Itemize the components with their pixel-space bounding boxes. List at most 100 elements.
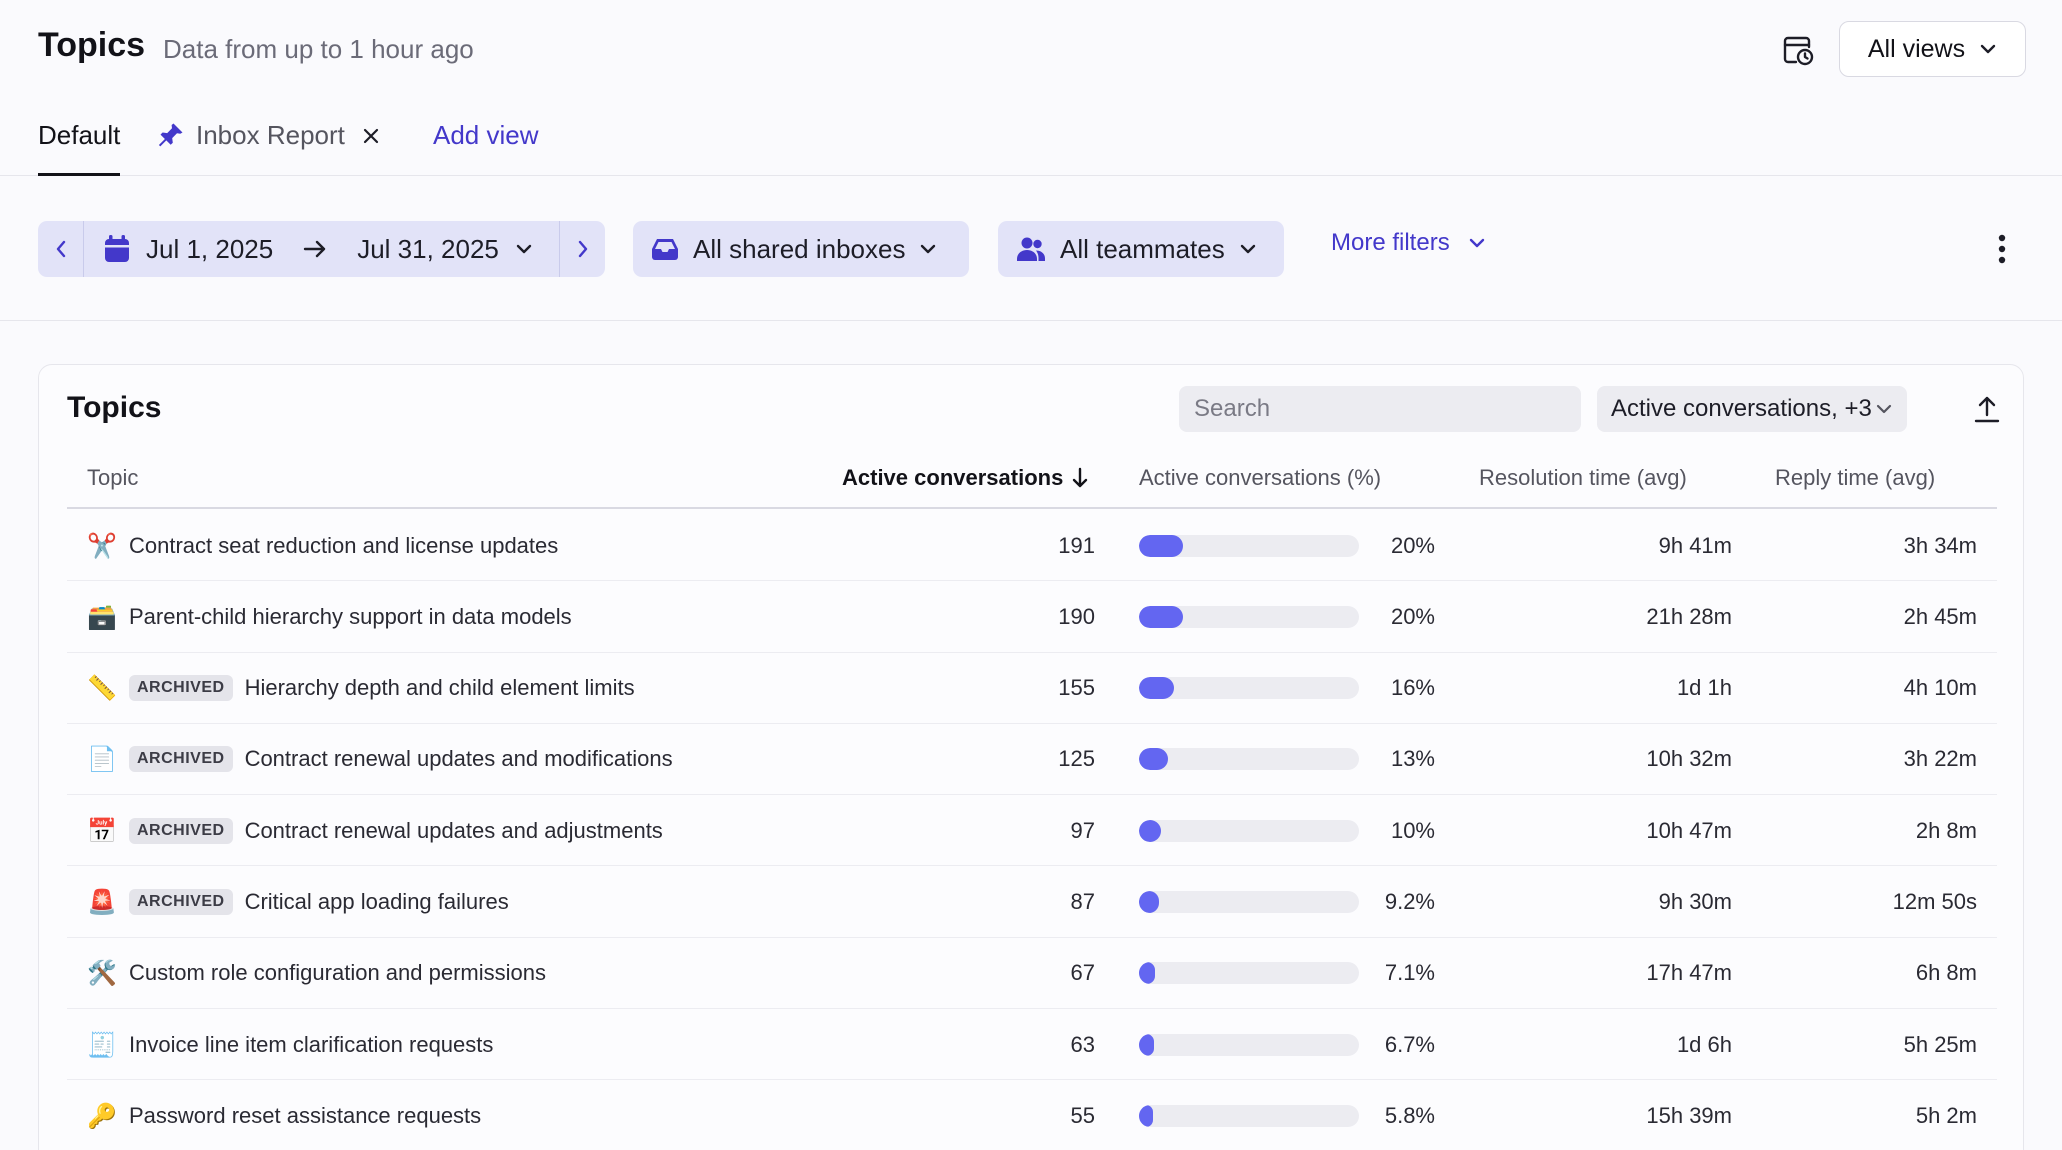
active-percent-bar	[1139, 724, 1359, 795]
pin-icon	[158, 123, 183, 147]
active-count: 191	[1058, 532, 1095, 558]
active-percent-bar	[1139, 866, 1359, 937]
table-row[interactable]: 🛠️ Custom role configuration and permiss…	[67, 938, 1997, 1010]
bar-fill	[1139, 534, 1183, 557]
topic-cell: 📄 ARCHIVED Contract renewal updates and …	[87, 724, 673, 795]
all-views-dropdown[interactable]: All views	[1839, 21, 2026, 77]
add-view-link[interactable]: Add view	[433, 120, 539, 176]
bar-fill	[1139, 748, 1168, 771]
topic-cell: 📅 ARCHIVED Contract renewal updates and …	[87, 795, 663, 866]
next-period-button[interactable]	[559, 221, 605, 277]
table-row[interactable]: 🚨 ARCHIVED Critical app loading failures…	[67, 866, 1997, 938]
column-header-active-conversations[interactable]: Active conversations	[842, 465, 1089, 491]
bar-fill	[1139, 890, 1159, 913]
tab-inbox-report-label: Inbox Report	[196, 120, 345, 150]
bar-fill	[1139, 962, 1155, 985]
bar-track	[1139, 1033, 1359, 1056]
filter-bar: Jul 1, 2025 Jul 31, 2025 All shared inbo…	[0, 177, 2062, 321]
column-header-active-percent[interactable]: Active conversations (%)	[1139, 465, 1382, 490]
table-row[interactable]: 📅 ARCHIVED Contract renewal updates and …	[67, 795, 1997, 867]
active-percent-bar	[1139, 510, 1359, 581]
active-percent: 20%	[1390, 603, 1435, 629]
ruler-icon: 📏	[87, 674, 117, 703]
column-header-active-label: Active conversations	[842, 465, 1064, 490]
active-count: 155	[1058, 675, 1095, 701]
reply-time: 3h 22m	[1903, 746, 1977, 772]
data-freshness-text: Data from up to 1 hour ago	[163, 34, 474, 64]
resolution-time: 1d 1h	[1676, 675, 1732, 701]
export-button[interactable]	[1967, 389, 2007, 429]
bar-track	[1139, 605, 1359, 628]
reply-time: 3h 34m	[1903, 532, 1977, 558]
tab-inbox-report[interactable]: Inbox Report	[156, 120, 381, 176]
metric-columns-select[interactable]: Active conversations, +3	[1597, 386, 1907, 432]
topic-cell: 🚨 ARCHIVED Critical app loading failures	[87, 866, 509, 937]
active-percent-bar	[1139, 581, 1359, 652]
table-row[interactable]: ✂️ Contract seat reduction and license u…	[67, 510, 1997, 582]
archived-badge: ARCHIVED	[129, 888, 233, 915]
chevron-right-icon	[578, 240, 587, 258]
reply-time: 2h 45m	[1903, 603, 1977, 629]
table-row[interactable]: 📄 ARCHIVED Contract renewal updates and …	[67, 724, 1997, 796]
archived-badge: ARCHIVED	[129, 746, 233, 773]
chevron-down-icon	[1980, 44, 1996, 54]
active-percent: 10%	[1390, 817, 1435, 843]
search-input[interactable]	[1179, 386, 1581, 432]
teammates-filter[interactable]: All teammates	[998, 221, 1284, 277]
page-title: Topics	[38, 26, 146, 64]
date-range-button[interactable]: Jul 1, 2025 Jul 31, 2025	[84, 221, 559, 277]
active-count: 63	[1070, 1031, 1095, 1057]
resolution-time: 10h 32m	[1646, 746, 1732, 772]
table-row[interactable]: 📏 ARCHIVED Hierarchy depth and child ele…	[67, 653, 1997, 724]
reply-time: 5h 2m	[1915, 1102, 1977, 1128]
bar-track	[1139, 962, 1359, 985]
chevron-down-icon	[1469, 238, 1484, 248]
add-view-label: Add view	[433, 120, 539, 150]
inbox-icon	[652, 239, 678, 260]
topic-name: Invoice line item clarification requests	[129, 1031, 494, 1057]
inboxes-filter[interactable]: All shared inboxes	[633, 221, 969, 277]
bar-fill	[1139, 1104, 1153, 1127]
close-icon	[363, 128, 378, 144]
topic-cell: 🗃️ Parent-child hierarchy support in dat…	[87, 581, 572, 652]
date-range-picker: Jul 1, 2025 Jul 31, 2025	[38, 221, 605, 277]
table-row[interactable]: 🧾 Invoice line item clarification reques…	[67, 1009, 1997, 1081]
resolution-time: 15h 39m	[1646, 1102, 1732, 1128]
previous-period-button[interactable]	[38, 221, 84, 277]
close-tab-button[interactable]	[361, 120, 381, 152]
active-count: 87	[1070, 888, 1095, 914]
archived-badge: ARCHIVED	[129, 817, 233, 844]
active-percent-bar	[1139, 1080, 1359, 1150]
chevron-down-icon	[921, 244, 936, 254]
siren-icon: 🚨	[87, 887, 117, 916]
reply-time: 2h 8m	[1915, 817, 1977, 843]
bar-fill	[1139, 1033, 1154, 1056]
tab-default[interactable]: Default	[38, 120, 121, 176]
more-filters-label: More filters	[1331, 229, 1450, 256]
topic-name: Parent-child hierarchy support in data m…	[129, 603, 572, 629]
scheduled-report-button[interactable]	[1774, 26, 1822, 74]
calendar-clock-icon	[1783, 36, 1814, 66]
column-header-topic[interactable]: Topic	[87, 465, 139, 490]
column-header-reply-time[interactable]: Reply time (avg)	[1775, 465, 1936, 490]
topic-cell: 🛠️ Custom role configuration and permiss…	[87, 938, 546, 1009]
resolution-time: 17h 47m	[1646, 960, 1732, 986]
reply-time: 4h 10m	[1903, 675, 1977, 701]
table-row[interactable]: 🗃️ Parent-child hierarchy support in dat…	[67, 581, 1997, 653]
active-percent: 13%	[1390, 746, 1435, 772]
more-options-button[interactable]	[1984, 229, 2020, 269]
topic-name: Contract renewal updates and modificatio…	[244, 746, 673, 772]
column-header-resolution-time[interactable]: Resolution time (avg)	[1479, 465, 1687, 490]
active-count: 55	[1070, 1102, 1095, 1128]
active-percent-bar	[1139, 938, 1359, 1009]
bar-track	[1139, 748, 1359, 771]
key-icon: 🔑	[87, 1101, 117, 1130]
chevron-down-icon	[516, 244, 532, 254]
active-percent: 20%	[1390, 532, 1435, 558]
bar-track	[1139, 819, 1359, 842]
active-percent: 7.1%	[1384, 960, 1435, 986]
table-row[interactable]: 🔑 Password reset assistance requests 55 …	[67, 1080, 1997, 1150]
more-filters-button[interactable]: More filters	[1331, 229, 1486, 257]
teammates-filter-label: All teammates	[1060, 233, 1225, 264]
